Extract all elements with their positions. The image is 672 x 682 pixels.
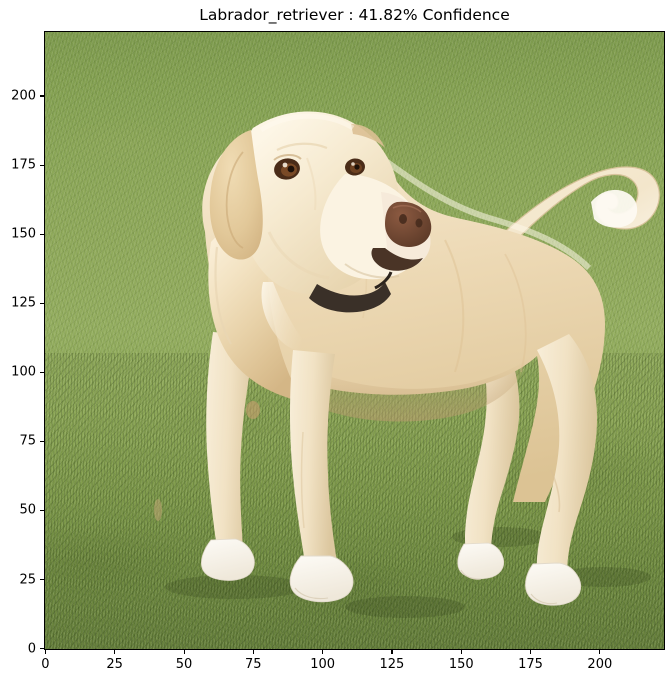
y-tick-label: 75 [19, 433, 36, 449]
y-tick-mark [40, 233, 44, 235]
y-tick-label: 0 [27, 641, 36, 657]
x-tick-mark [460, 650, 462, 654]
x-tick-label: 50 [175, 657, 193, 672]
x-tick-label: 100 [310, 657, 336, 672]
y-tick-mark [40, 95, 44, 97]
classified-image [45, 32, 664, 649]
x-tick-label: 150 [448, 657, 474, 672]
x-tick-mark [183, 650, 185, 654]
y-tick-label: 150 [11, 226, 36, 242]
x-tick-label: 125 [379, 657, 405, 672]
x-tick-mark [391, 650, 393, 654]
x-tick-label: 175 [518, 657, 543, 672]
dog-eye-far [345, 158, 365, 176]
y-tick-label: 125 [11, 295, 36, 311]
y-tick-mark [40, 440, 44, 442]
y-tick-label: 100 [11, 364, 36, 380]
x-tick-mark [44, 650, 46, 654]
dog-collar [309, 271, 393, 313]
dog-subject [45, 32, 664, 649]
y-tick-mark [40, 509, 44, 512]
x-tick-label: 25 [106, 657, 123, 672]
x-tick-mark [530, 650, 532, 654]
y-tick-label: 25 [19, 572, 36, 588]
y-tick-mark [40, 579, 44, 581]
y-tick-mark [40, 371, 44, 373]
dog-front-leg-far [201, 332, 257, 581]
dog-front-leg-near [289, 350, 354, 603]
dog-head [209, 111, 432, 294]
y-tick-label: 50 [19, 502, 36, 518]
dog-rear-leg-near [525, 334, 597, 606]
x-tick-mark [599, 650, 601, 654]
x-tick-label: 75 [245, 657, 262, 672]
y-tick-mark [40, 302, 44, 304]
x-tick-mark [252, 650, 254, 654]
dog-eye-near [273, 154, 302, 180]
y-tick-mark [40, 164, 44, 166]
y-tick-mark [40, 648, 44, 650]
image-axes [44, 31, 665, 650]
x-tick-label: 200 [587, 657, 613, 672]
y-tick-label: 175 [11, 157, 36, 173]
page-title: Labrador_retriever : 41.82% Confidence [199, 6, 510, 24]
x-tick-label: 0 [41, 657, 50, 672]
x-tick-mark [322, 650, 324, 654]
x-tick-mark [114, 650, 116, 654]
dog-tail [453, 166, 660, 283]
y-tick-label: 200 [11, 88, 36, 104]
